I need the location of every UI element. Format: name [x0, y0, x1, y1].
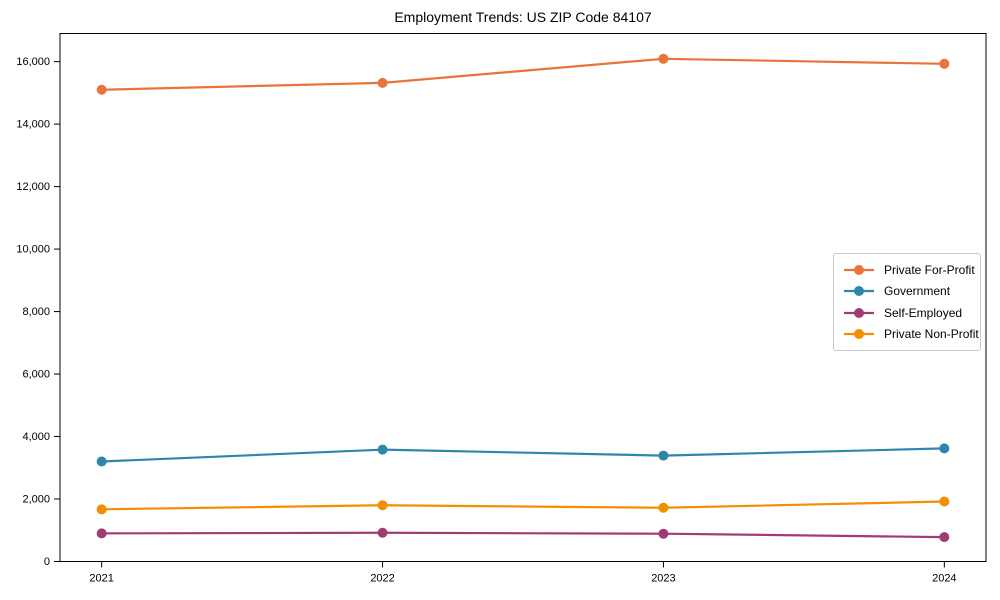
legend-label: Government	[884, 284, 951, 299]
x-tick-label: 2022	[370, 573, 394, 585]
y-tick-label: 4,000	[22, 431, 50, 443]
data-point-self-employed-2024	[939, 532, 950, 543]
chart-title: Employment Trends: US ZIP Code 84107	[394, 9, 652, 25]
legend-item-private-non-profit: Private Non-Profit	[843, 324, 979, 346]
x-tick-label: 2023	[651, 573, 675, 585]
series-line-private-for-profit	[100, 57, 946, 91]
data-point-government-2024	[939, 443, 950, 454]
legend-marker-self-employed	[844, 307, 874, 318]
legend-marker-government	[844, 286, 874, 297]
data-point-private-for-profit-2021	[96, 84, 107, 95]
plot-border	[59, 33, 987, 562]
legend-label: Private For-Profit	[884, 262, 975, 277]
data-point-private-non-profit-2022	[377, 500, 388, 511]
x-tick-label: 2021	[89, 573, 113, 585]
data-point-private-non-profit-2024	[939, 496, 950, 507]
y-tick-label: 6,000	[22, 368, 50, 380]
series-line-government	[100, 447, 946, 463]
y-tick-label: 0	[44, 556, 50, 568]
y-tick-label: 10,000	[16, 243, 50, 255]
y-tick-label: 2,000	[22, 493, 50, 505]
legend-label: Self-Employed	[884, 305, 963, 320]
legend-label: Private Non-Profit	[884, 327, 979, 342]
legend: Private For-Profit Government Self-Employe…	[833, 253, 981, 351]
data-point-self-employed-2021	[96, 528, 107, 539]
y-tick-label: 14,000	[16, 119, 50, 131]
legend-item-government: Government	[843, 281, 972, 303]
data-point-self-employed-2023	[658, 528, 669, 539]
y-tick-label: 8,000	[22, 306, 50, 318]
y-tick-label: 12,000	[16, 181, 50, 193]
data-point-private-for-profit-2022	[377, 77, 388, 88]
data-point-self-employed-2022	[377, 527, 388, 538]
data-point-government-2021	[96, 456, 107, 467]
series-line-private-non-profit	[100, 500, 946, 511]
data-point-private-for-profit-2024	[939, 58, 950, 69]
data-point-government-2022	[377, 444, 388, 455]
data-point-government-2023	[658, 450, 669, 461]
data-point-private-for-profit-2023	[658, 53, 669, 64]
y-tick-label: 16,000	[16, 56, 50, 68]
data-point-private-non-profit-2023	[658, 502, 669, 513]
series-line-self-employed	[100, 531, 946, 539]
legend-marker-private-non-profit	[844, 329, 874, 340]
legend-item-private-for-profit: Private For-Profit	[843, 259, 975, 281]
legend-marker-private-for-profit	[844, 264, 874, 275]
data-point-private-non-profit-2021	[96, 504, 107, 515]
x-tick-label: 2024	[932, 573, 956, 585]
legend-item-self-employed: Self-Employed	[843, 302, 972, 324]
